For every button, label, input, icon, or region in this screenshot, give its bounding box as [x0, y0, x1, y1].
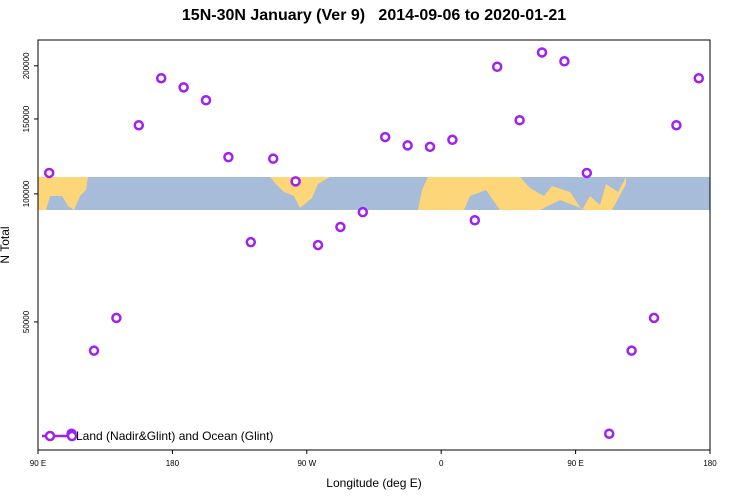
point: [290, 176, 301, 187]
point: [178, 82, 189, 93]
point: [43, 167, 55, 179]
legend-entry: Land (Nadir&Glint) and Ocean (Glint): [42, 429, 273, 443]
point: [447, 134, 458, 146]
x-tick-label: 90 E: [30, 459, 46, 468]
y-tick-label: 50000: [22, 310, 31, 333]
point: [648, 312, 660, 324]
legend-label: Land (Nadir&Glint) and Ocean (Glint): [76, 429, 273, 443]
point: [491, 61, 503, 72]
legend-symbol: [44, 430, 56, 442]
y-tick-label: 100000: [22, 180, 31, 207]
x-tick-label: 0: [439, 459, 444, 468]
x-tick-label: 180: [703, 459, 717, 468]
y-axis-label: N Total: [0, 226, 12, 263]
point: [581, 167, 593, 179]
land: [270, 177, 330, 208]
point: [559, 56, 570, 67]
y-tick-label: 200000: [22, 52, 31, 79]
point: [469, 214, 481, 226]
point: [155, 72, 167, 84]
point: [402, 140, 413, 151]
legend-symbol: [66, 430, 78, 442]
map-band: [38, 177, 710, 210]
x-tick-label: 90 W: [297, 459, 316, 468]
point: [200, 94, 212, 106]
land: [38, 177, 88, 210]
land: [418, 177, 626, 210]
point: [424, 141, 436, 153]
point: [312, 239, 324, 251]
x-tick-label: 180: [166, 459, 180, 468]
point: [379, 131, 391, 143]
point: [626, 345, 637, 356]
point: [536, 47, 548, 58]
point: [267, 153, 279, 164]
x-tick-label: 90 E: [567, 459, 583, 468]
point: [514, 114, 525, 126]
point: [111, 312, 122, 324]
point: [133, 119, 145, 131]
y-tick-label: 150000: [22, 105, 31, 132]
point: [603, 428, 615, 439]
point: [693, 72, 705, 84]
point: [88, 345, 100, 356]
point: [245, 236, 257, 248]
point: [671, 119, 682, 131]
point: [357, 206, 369, 218]
point: [335, 221, 346, 233]
point: [223, 151, 234, 163]
plot-frame: [37, 39, 711, 451]
x-axis-label: Longitude (deg E): [326, 476, 421, 490]
chart-title: 15N-30N January (Ver 9) 2014-09-06 to 20…: [182, 7, 566, 24]
